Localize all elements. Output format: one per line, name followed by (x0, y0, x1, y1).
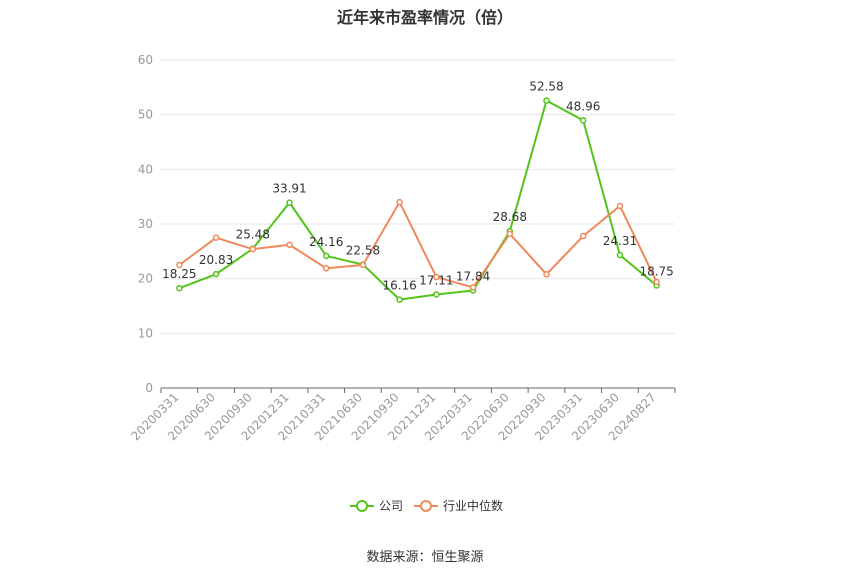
data-label: 20.83 (199, 253, 233, 267)
data-label: 24.31 (603, 234, 637, 248)
data-point (396, 296, 403, 303)
legend-swatch-marker (420, 500, 432, 512)
y-tick-label: 20 (138, 272, 153, 286)
data-point (579, 117, 587, 124)
series-lines (176, 97, 660, 303)
y-tick-label: 50 (138, 108, 153, 122)
legend-label: 行业中位数 (443, 498, 503, 513)
data-point (616, 251, 624, 259)
chart-title: 近年来市盈率情况（倍） (336, 8, 513, 27)
data-label: 25.48 (236, 228, 270, 242)
data-point (176, 261, 183, 269)
y-tick-label: 10 (138, 326, 153, 340)
data-point (176, 284, 183, 292)
data-point (249, 245, 257, 253)
data-label: 24.16 (309, 235, 343, 249)
data-label: 48.96 (566, 99, 600, 113)
source-note: 数据来源：恒生聚源 (366, 550, 484, 565)
series-line-1 (178, 201, 658, 289)
data-label: 18.25 (162, 267, 196, 281)
y-tick-label: 0 (145, 381, 153, 395)
data-point (396, 198, 403, 206)
data-point (212, 234, 220, 241)
data-point (653, 278, 660, 286)
y-tick-label: 30 (138, 217, 153, 231)
data-label: 52.58 (529, 80, 563, 94)
data-label: 28.68 (493, 210, 527, 224)
data-point (286, 241, 293, 249)
grid-lines (161, 59, 675, 334)
data-label: 17.11 (419, 273, 453, 287)
data-point (433, 273, 440, 281)
data-label: 22.58 (346, 244, 380, 258)
data-point (212, 270, 220, 278)
data-point (543, 97, 550, 104)
data-label: 17.84 (456, 269, 490, 283)
data-point (359, 261, 367, 269)
legend: 公司 行业中位数 (350, 498, 503, 513)
data-label: 16.16 (382, 279, 416, 293)
data-point (433, 291, 440, 298)
data-label: 18.75 (639, 265, 673, 279)
data-point (322, 265, 330, 272)
data-point (286, 199, 293, 206)
data-label: 33.91 (272, 182, 306, 196)
series-line-0 (178, 99, 658, 301)
data-point (543, 271, 550, 278)
legend-swatch-marker (356, 500, 368, 512)
data-point (322, 252, 330, 260)
y-tick-label: 40 (138, 162, 153, 176)
data-point (616, 202, 624, 210)
data-point (579, 232, 587, 240)
legend-label: 公司 (379, 499, 403, 513)
data-point (469, 284, 477, 291)
y-tick-label: 60 (138, 53, 153, 67)
data-point (506, 230, 514, 238)
